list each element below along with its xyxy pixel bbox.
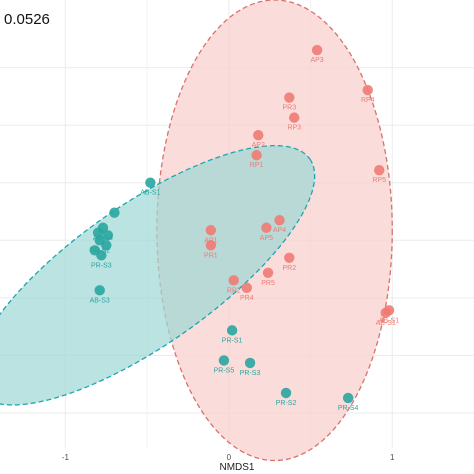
point-label: PR2 [282,265,296,272]
data-point [374,164,385,176]
data-point [362,84,373,96]
point-label: AB-S1 [140,190,160,197]
data-point [289,112,300,123]
point-label: AP4 [273,227,286,234]
data-point [280,387,292,399]
point-label: AP3 [310,57,323,64]
point-label: AB-S3 [90,297,110,304]
x-tick-labels: -1 0 1 [62,453,395,462]
data-point [218,355,230,366]
x-tick-label: 1 [390,453,395,462]
point-label: PR-S5 [214,367,235,374]
point-label: RP2 [227,287,241,294]
point-label: PR-S3 [240,370,261,377]
group-ellipses [0,0,393,462]
data-point [109,207,120,218]
point-label: AB-S1 [379,317,399,324]
data-point [284,252,295,263]
data-point [101,240,112,251]
data-point [244,357,256,369]
data-point [262,267,274,279]
data-point [94,285,105,296]
point-label: RP3 [287,125,301,132]
point-label: RP5 [372,177,386,184]
data-point [228,275,239,286]
x-tick-label: 0 [227,453,232,462]
point-label: RP4 [361,97,375,104]
point-label: PR-S2 [276,400,297,407]
data-point [342,392,354,404]
data-point [226,325,238,336]
data-point [96,250,107,261]
data-point [145,177,156,188]
data-point [284,92,295,103]
point-label: PR1 [204,252,218,259]
point-label: AP2 [252,142,265,149]
data-point [205,225,217,236]
point-label: PR-S3 [91,262,112,269]
data-points: AP3RP4PR3RP3AP2RP1RP5AP4AP5AP1PR1PR2PR5R… [89,44,399,412]
data-point [274,215,285,226]
stress-value: 0.0526 [4,11,50,28]
point-label: AP5 [260,235,273,242]
point-label: PR-S1 [222,337,243,344]
data-point [261,222,272,233]
data-point [253,129,264,141]
x-tick-label: -1 [62,453,70,462]
point-label: RP1 [250,162,264,169]
point-label: PR4 [240,295,254,302]
point-label: PR3 [282,105,296,112]
point-label: AB-S1 [376,320,396,327]
data-point [311,44,323,56]
data-point [251,149,262,161]
data-point [102,230,114,241]
point-label: PR-S4 [338,405,359,412]
x-axis-title: NMDS1 [219,462,254,473]
data-point [380,307,391,319]
data-point [205,240,217,251]
point-label: PR5 [261,280,275,287]
data-point [241,282,253,294]
group-ellipse-2 [0,145,316,406]
